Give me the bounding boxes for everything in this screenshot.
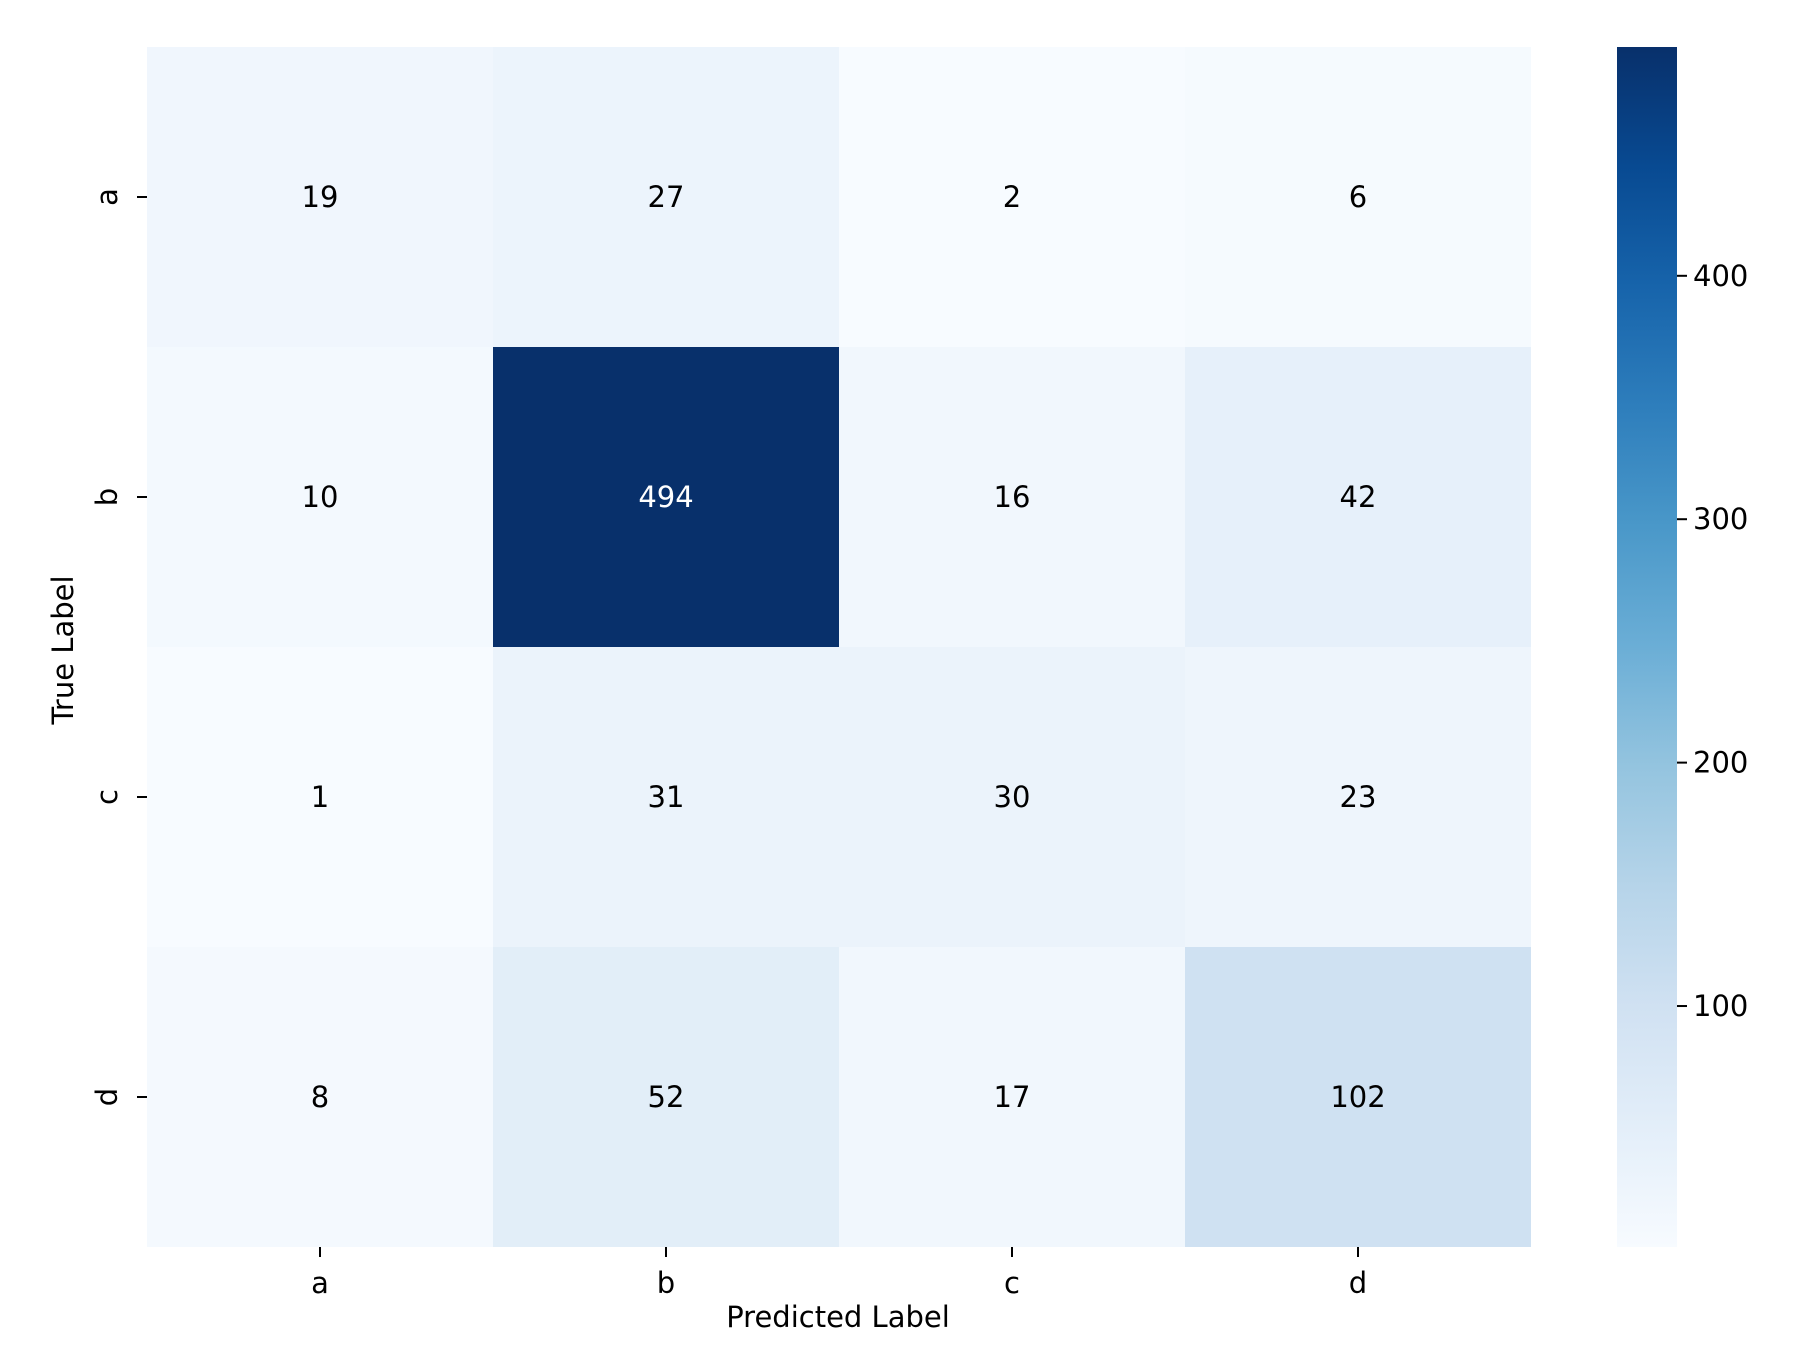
heatmap-cell-b-d xyxy=(1185,347,1531,647)
y-tick-label: b xyxy=(90,488,124,506)
cell-value-label: 19 xyxy=(302,180,339,214)
y-tick-label: a xyxy=(90,188,124,206)
cell-value-label: 16 xyxy=(994,480,1031,514)
heatmap-cell-c-a xyxy=(147,647,493,947)
x-tick-label: a xyxy=(311,1266,329,1300)
cell-value-label: 8 xyxy=(311,1080,329,1114)
cell-value-label: 31 xyxy=(648,780,685,814)
cell-value-label: 23 xyxy=(1340,780,1377,814)
x-tick-label: d xyxy=(1349,1266,1367,1300)
x-axis-title: Predicted Label xyxy=(726,1300,950,1334)
colorbar-tick-label: 200 xyxy=(1693,746,1748,780)
cell-value-label: 1 xyxy=(311,780,329,814)
heatmap-cells: 19 27 2 6 10 494 16 42 1 31 30 23 8 52 17 102 xyxy=(147,47,1531,1247)
heatmap-cell-c-b xyxy=(493,647,839,947)
y-tick-label: d xyxy=(90,1088,124,1106)
heatmap-cell-a-c xyxy=(839,47,1185,347)
heatmap-cell-d-b xyxy=(493,947,839,1247)
cell-value-label: 17 xyxy=(994,1080,1031,1114)
colorbar-tick-label: 300 xyxy=(1693,502,1748,536)
heatmap-cell-c-c xyxy=(839,647,1185,947)
x-axis: a b c d xyxy=(311,1247,1367,1300)
colorbar-tick-label: 400 xyxy=(1693,259,1748,293)
heatmap-cell-d-a xyxy=(147,947,493,1247)
cell-value-label: 27 xyxy=(648,180,685,214)
heatmap-cell-a-b xyxy=(493,47,839,347)
colorbar-gradient xyxy=(1617,47,1677,1247)
colorbar-tick-label: 100 xyxy=(1693,989,1748,1023)
cell-value-label: 10 xyxy=(302,480,339,514)
heatmap-cell-b-a xyxy=(147,347,493,647)
heatmap-cell-a-d xyxy=(1185,47,1531,347)
x-tick-label: c xyxy=(1004,1266,1020,1300)
cell-value-label: 42 xyxy=(1340,480,1377,514)
heatmap-cell-a-a xyxy=(147,47,493,347)
y-axis: a b c d xyxy=(90,188,147,1106)
cell-value-label: 494 xyxy=(638,480,693,514)
heatmap-cell-b-c xyxy=(839,347,1185,647)
x-tick-label: b xyxy=(657,1266,675,1300)
heatmap-cell-d-d xyxy=(1185,947,1531,1247)
y-tick-label: c xyxy=(90,789,124,805)
heatmap-cell-b-b xyxy=(493,347,839,647)
cell-value-label: 102 xyxy=(1330,1080,1385,1114)
heatmap-cell-c-d xyxy=(1185,647,1531,947)
colorbar: 100 200 300 400 xyxy=(1617,47,1748,1247)
cell-value-label: 2 xyxy=(1003,180,1021,214)
cell-value-label: 6 xyxy=(1349,180,1367,214)
cell-value-label: 52 xyxy=(648,1080,685,1114)
heatmap-cell-d-c xyxy=(839,947,1185,1247)
y-axis-title: True Label xyxy=(46,575,80,725)
cell-value-label: 30 xyxy=(994,780,1031,814)
